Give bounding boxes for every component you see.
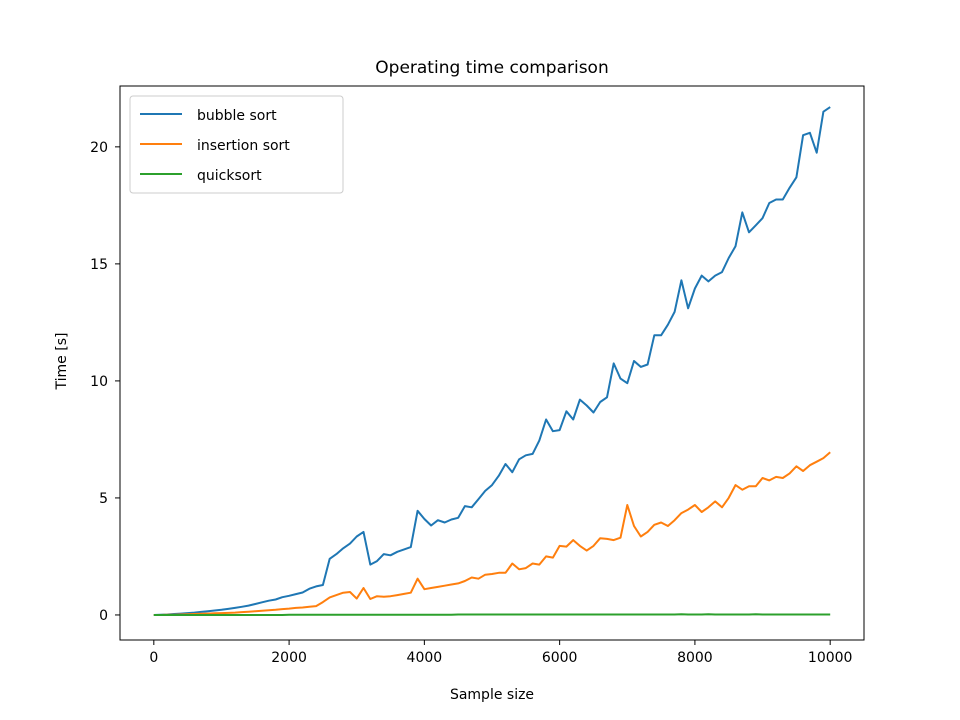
x-tick-label: 8000: [677, 650, 713, 666]
legend-box: [129, 95, 344, 194]
y-tick-label: 10: [90, 374, 108, 390]
y-tick-label: 15: [90, 257, 108, 273]
axes-frame: [119, 85, 865, 641]
series-line-insertion-sort: [153, 451, 831, 616]
x-tick-label: 6000: [542, 650, 578, 666]
plot-area: [119, 85, 865, 641]
x-tick-label: 0: [149, 650, 158, 666]
chart-title: Operating time comparison: [375, 58, 608, 78]
x-tick-label: 10000: [808, 650, 853, 666]
series-line-bubble-sort: [153, 106, 831, 616]
legend: bubble sort insertion sort quicksort: [129, 95, 344, 194]
y-tick-label: 0: [99, 608, 108, 624]
y-tick-label: 20: [90, 140, 108, 156]
x-tick-label: 4000: [407, 650, 443, 666]
y-axis-label: Time [s]: [54, 333, 70, 391]
y-tick-label: 5: [99, 491, 108, 507]
legend-label-bubble-sort: bubble sort: [197, 108, 277, 124]
legend-label-quicksort: quicksort: [197, 168, 262, 184]
x-tick-label: 2000: [271, 650, 307, 666]
legend-label-insertion-sort: insertion sort: [197, 138, 290, 154]
series-layer: [153, 106, 831, 616]
x-axis-label: Sample size: [450, 687, 534, 703]
x-axis-ticks: 0 2000 4000 6000 8000 10000: [149, 640, 852, 666]
series-line-quicksort: [153, 613, 831, 616]
y-axis-ticks: 0 5 10 15 20: [90, 140, 120, 624]
